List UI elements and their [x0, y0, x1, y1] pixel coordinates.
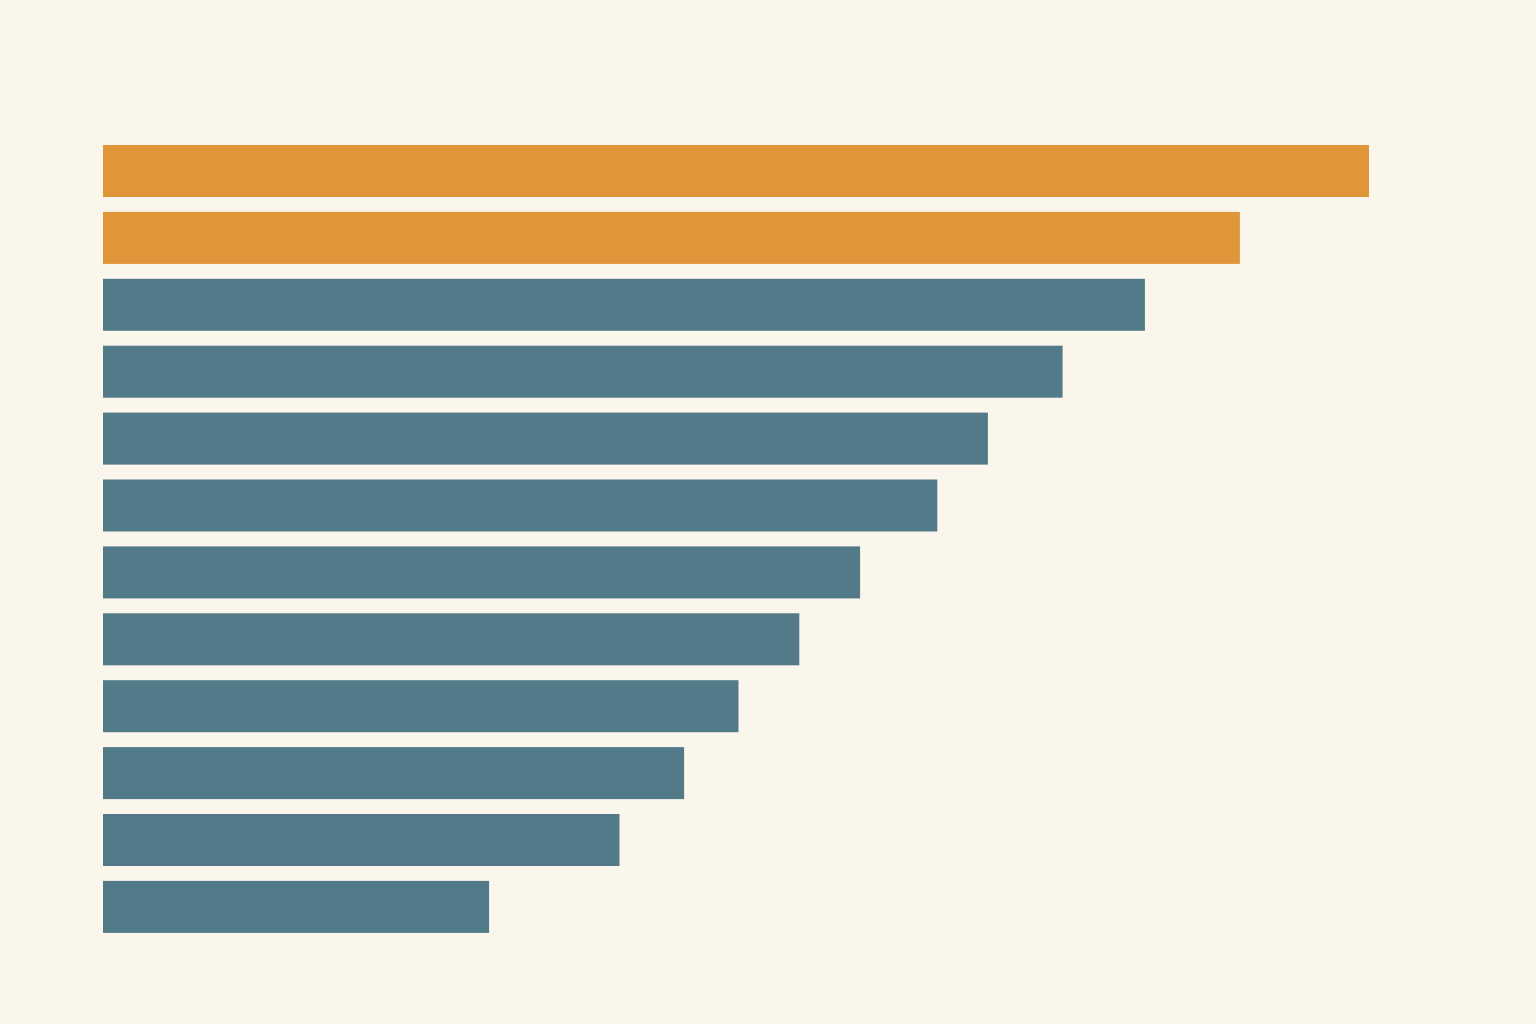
bar-6 [103, 479, 938, 532]
bar-5 [103, 412, 988, 465]
bar-10 [103, 747, 685, 800]
bars-group [103, 145, 1369, 933]
bar-11 [103, 814, 620, 866]
bar-9 [103, 680, 739, 733]
bar-2 [103, 211, 1240, 264]
bar-3 [103, 278, 1145, 331]
bar-8 [103, 613, 800, 666]
bar-7 [103, 546, 861, 599]
bar-4 [103, 345, 1063, 398]
bar-12 [103, 880, 490, 933]
bar-1 [103, 145, 1369, 197]
